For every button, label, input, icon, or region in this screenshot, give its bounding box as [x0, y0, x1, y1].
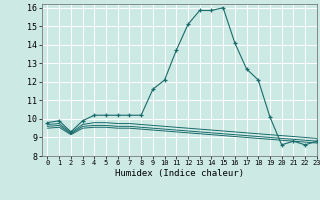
X-axis label: Humidex (Indice chaleur): Humidex (Indice chaleur)	[115, 169, 244, 178]
